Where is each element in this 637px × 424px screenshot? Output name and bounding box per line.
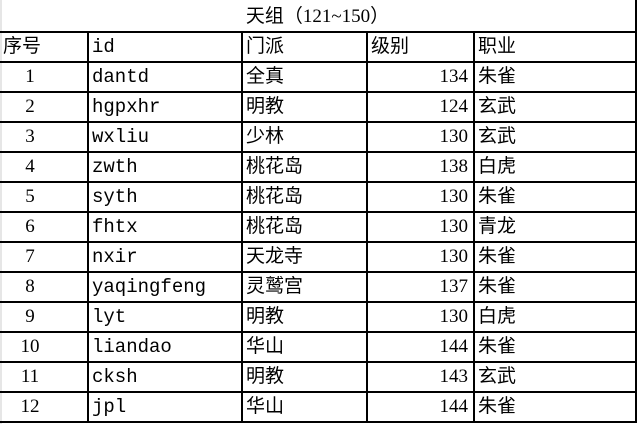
cell-no[interactable]: 11: [0, 362, 88, 393]
cell-id[interactable]: jpl: [87, 392, 242, 423]
cell-no[interactable]: 6: [0, 212, 88, 243]
table-row: 7 nxir 天龙寺 130 朱雀: [0, 242, 635, 273]
cell-no[interactable]: 9: [0, 302, 88, 333]
cell-job[interactable]: 朱雀: [473, 332, 635, 363]
cell-sect[interactable]: 天龙寺: [241, 242, 367, 273]
table-row: 6 fhtx 桃花岛 130 青龙: [0, 212, 635, 243]
cell-id[interactable]: cksh: [87, 362, 242, 393]
cell-no[interactable]: 8: [0, 272, 88, 303]
cell-no[interactable]: 4: [0, 152, 88, 183]
table-row: 2 hgpxhr 明教 124 玄武: [0, 92, 635, 123]
cell-id[interactable]: nxir: [87, 242, 242, 273]
cell-sect[interactable]: 华山: [241, 332, 367, 363]
cell-level[interactable]: 138: [366, 152, 474, 183]
cell-job[interactable]: 玄武: [473, 92, 635, 123]
cell-level[interactable]: 130: [366, 182, 474, 213]
cell-job[interactable]: 朱雀: [473, 62, 635, 93]
cell-level[interactable]: 143: [366, 362, 474, 393]
cell-job[interactable]: 玄武: [473, 122, 635, 153]
cell-job[interactable]: 白虎: [473, 152, 635, 183]
cell-sect[interactable]: 灵鹫宫: [241, 272, 367, 303]
data-grid: 序号 id 门派 级别 职业 1 dantd 全真 134 朱雀 2 hgpxhr 明教 124…: [0, 33, 635, 423]
header-row: 序号 id 门派 级别 职业: [0, 33, 635, 63]
header-cell-no[interactable]: 序号: [0, 33, 88, 63]
cell-no[interactable]: 1: [0, 62, 88, 93]
table-row: 12 jpl 华山 144 朱雀: [0, 392, 635, 423]
cell-sect[interactable]: 全真: [241, 62, 367, 93]
cell-id[interactable]: liandao: [87, 332, 242, 363]
cell-no[interactable]: 2: [0, 92, 88, 123]
cell-no[interactable]: 12: [0, 392, 88, 423]
cell-job[interactable]: 白虎: [473, 302, 635, 333]
table-row: 3 wxliu 少林 130 玄武: [0, 122, 635, 153]
cell-level[interactable]: 134: [366, 62, 474, 93]
cell-id[interactable]: dantd: [87, 62, 242, 93]
cell-sect[interactable]: 桃花岛: [241, 212, 367, 243]
cell-level[interactable]: 144: [366, 332, 474, 363]
header-cell-id[interactable]: id: [87, 33, 242, 63]
cell-level[interactable]: 130: [366, 122, 474, 153]
table-row: 1 dantd 全真 134 朱雀: [0, 62, 635, 93]
cell-no[interactable]: 3: [0, 122, 88, 153]
cell-job[interactable]: 朱雀: [473, 242, 635, 273]
table-row: 11 cksh 明教 143 玄武: [0, 362, 635, 393]
table-row: 5 syth 桃花岛 130 朱雀: [0, 182, 635, 213]
cell-id[interactable]: hgpxhr: [87, 92, 242, 123]
cell-job[interactable]: 青龙: [473, 212, 635, 243]
cell-job[interactable]: 玄武: [473, 362, 635, 393]
cell-id[interactable]: lyt: [87, 302, 242, 333]
cell-level[interactable]: 144: [366, 392, 474, 423]
cell-no[interactable]: 10: [0, 332, 88, 363]
cell-sect[interactable]: 桃花岛: [241, 152, 367, 183]
cell-job[interactable]: 朱雀: [473, 182, 635, 213]
cell-sect[interactable]: 少林: [241, 122, 367, 153]
cell-level[interactable]: 130: [366, 242, 474, 273]
cell-id[interactable]: fhtx: [87, 212, 242, 243]
cell-job[interactable]: 朱雀: [473, 392, 635, 423]
cell-job[interactable]: 朱雀: [473, 272, 635, 303]
cell-level[interactable]: 130: [366, 212, 474, 243]
table-row: 8 yaqingfeng 灵鹫宫 137 朱雀: [0, 272, 635, 303]
cell-level[interactable]: 137: [366, 272, 474, 303]
table-row: 9 lyt 明教 130 白虎: [0, 302, 635, 333]
header-cell-level[interactable]: 级别: [366, 33, 474, 63]
cell-sect[interactable]: 明教: [241, 92, 367, 123]
header-cell-job[interactable]: 职业: [473, 33, 635, 63]
cell-no[interactable]: 5: [0, 182, 88, 213]
header-cell-sect[interactable]: 门派: [241, 33, 367, 63]
cell-level[interactable]: 124: [366, 92, 474, 123]
table-row: 4 zwth 桃花岛 138 白虎: [0, 152, 635, 183]
cell-sect[interactable]: 桃花岛: [241, 182, 367, 213]
table-title[interactable]: 天组（121~150）: [0, 0, 635, 33]
cell-id[interactable]: syth: [87, 182, 242, 213]
cell-id[interactable]: zwth: [87, 152, 242, 183]
table-row: 10 liandao 华山 144 朱雀: [0, 332, 635, 363]
cell-id[interactable]: yaqingfeng: [87, 272, 242, 303]
cell-id[interactable]: wxliu: [87, 122, 242, 153]
cell-sect[interactable]: 明教: [241, 302, 367, 333]
cell-level[interactable]: 130: [366, 302, 474, 333]
cell-sect[interactable]: 华山: [241, 392, 367, 423]
cell-no[interactable]: 7: [0, 242, 88, 273]
cell-sect[interactable]: 明教: [241, 362, 367, 393]
